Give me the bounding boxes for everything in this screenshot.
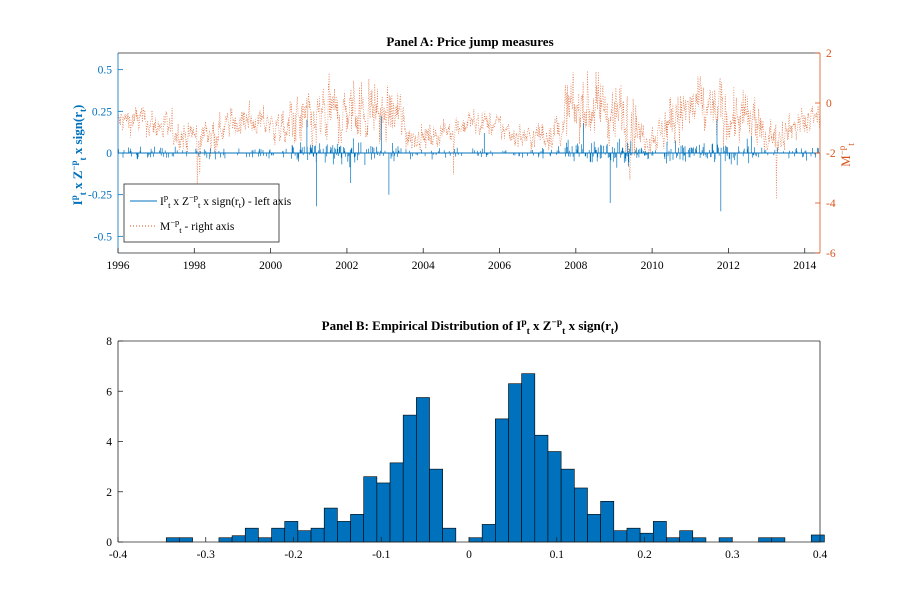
histogram-bar — [666, 537, 680, 543]
panel-a-legend: Ipt x Z−pt x sign(rt) - left axis M−pt -… — [123, 183, 292, 243]
y-tick-label: 4 — [106, 437, 112, 449]
right-tick-label: 2 — [826, 48, 832, 60]
histogram-bar — [179, 537, 193, 543]
histogram-bar — [573, 487, 588, 543]
x-tick-label: -0.2 — [284, 549, 302, 561]
panel-a-right-ylabel: M−pt — [837, 143, 856, 167]
panel-b-y-ticks: 0 2 4 6 8 — [106, 336, 123, 549]
histogram-bar — [258, 537, 272, 543]
panel-a-left-ylabel: Ipt x Z−pt x sign(rt) — [69, 105, 88, 206]
histogram-bar — [679, 530, 694, 543]
histogram-bar — [626, 527, 641, 543]
legend-box — [123, 183, 280, 243]
histogram-bar — [508, 383, 522, 543]
x-tick-label: -0.4 — [109, 549, 127, 561]
histogram-bar — [692, 537, 707, 543]
x-tick-label: 2014 — [793, 260, 816, 272]
x-tick-label: 0.1 — [550, 549, 565, 561]
panel-a-title: Panel A: Price jump measures — [386, 34, 553, 49]
histogram-bar — [442, 527, 457, 543]
histogram-bar — [244, 527, 259, 543]
histogram-bar — [547, 451, 562, 543]
y-tick-label: 0 — [106, 537, 112, 549]
histogram-bar — [376, 482, 391, 543]
histogram-bar — [310, 527, 325, 543]
right-tick-label: -4 — [826, 198, 836, 210]
panel-a-x-ticks: 1996 1998 2000 2002 2004 2006 2008 2010 2012 2014 — [107, 248, 816, 272]
right-tick-label: -2 — [826, 148, 836, 160]
histogram-bar — [429, 468, 443, 543]
left-tick-label: 0 — [106, 148, 112, 160]
histogram-bar — [652, 521, 667, 543]
x-tick-label: -0.3 — [197, 549, 215, 561]
histogram-bar — [613, 530, 628, 543]
histogram-bar — [468, 537, 483, 543]
x-tick-label: 2002 — [335, 260, 358, 272]
histogram-bar — [284, 521, 299, 543]
x-tick-label: 0.4 — [813, 549, 828, 561]
legend-entry-right: M−pt - right axis — [160, 217, 235, 235]
x-tick-label: 1998 — [183, 260, 206, 272]
left-tick-label: 0.5 — [98, 65, 113, 77]
panel-a: Panel A: Price jump measures 1996 1998 200… — [69, 34, 856, 272]
histogram-bar — [534, 434, 549, 543]
panel-b-x-ticks: -0.4 -0.3 -0.2 -0.1 0 0.1 0.2 0.3 0.4 — [109, 537, 828, 561]
histogram-bar — [495, 418, 509, 543]
left-tick-label: -0.5 — [94, 231, 112, 243]
histogram-bar — [218, 537, 233, 543]
left-tick-label: 0.25 — [92, 106, 112, 118]
x-tick-label: 1996 — [107, 260, 130, 272]
x-tick-label: 2010 — [641, 260, 664, 272]
x-tick-label: 2008 — [564, 260, 587, 272]
panel-b: Panel B: Empirical Distribution of Ipt x… — [106, 318, 827, 561]
histogram-bar — [758, 537, 773, 543]
histogram-bar — [587, 514, 601, 543]
panel-b-title: Panel B: Empirical Distribution of Ipt x… — [322, 318, 619, 337]
right-tick-label: -6 — [826, 248, 836, 260]
y-tick-label: 2 — [106, 487, 112, 499]
x-tick-label: 2006 — [488, 260, 511, 272]
x-tick-label: 2004 — [412, 260, 435, 272]
right-axis-series — [117, 70, 821, 200]
histogram-bar — [389, 462, 404, 543]
histogram-bar — [297, 530, 312, 543]
x-tick-label: 0 — [466, 549, 472, 561]
histogram-bar — [718, 537, 733, 543]
histogram-bar — [337, 521, 351, 543]
y-tick-label: 6 — [106, 386, 112, 398]
x-tick-label: 0.2 — [637, 549, 652, 561]
histogram-bar — [271, 527, 286, 543]
histogram-bar — [350, 514, 365, 543]
histogram-bar — [323, 507, 338, 543]
y-tick-label: 8 — [106, 336, 112, 348]
x-tick-label: 0.3 — [725, 549, 740, 561]
histogram-bar — [521, 373, 536, 543]
histogram-bar — [402, 414, 417, 543]
histogram-bar — [416, 397, 430, 543]
histogram-bar — [481, 524, 496, 543]
histogram-bar — [639, 532, 654, 543]
histogram-bars — [165, 373, 825, 543]
right-axis-series-line — [117, 70, 821, 200]
left-tick-label: -0.25 — [88, 190, 112, 202]
x-tick-label: 2000 — [259, 260, 282, 272]
histogram-bar — [600, 500, 615, 543]
histogram-bar — [363, 476, 378, 543]
histogram-bar — [771, 537, 786, 543]
panel-a-left-ticks: -0.5 -0.25 0 0.25 0.5 — [88, 65, 123, 243]
histogram-bar — [165, 537, 180, 543]
histogram-bar — [231, 535, 246, 543]
x-tick-label: -0.1 — [372, 549, 390, 561]
histogram-bar — [810, 534, 825, 543]
right-tick-label: 0 — [826, 98, 832, 110]
panel-a-right-ticks: -6 -4 -2 0 2 — [815, 48, 836, 260]
x-tick-label: 2012 — [717, 260, 740, 272]
histogram-bar — [560, 468, 575, 543]
